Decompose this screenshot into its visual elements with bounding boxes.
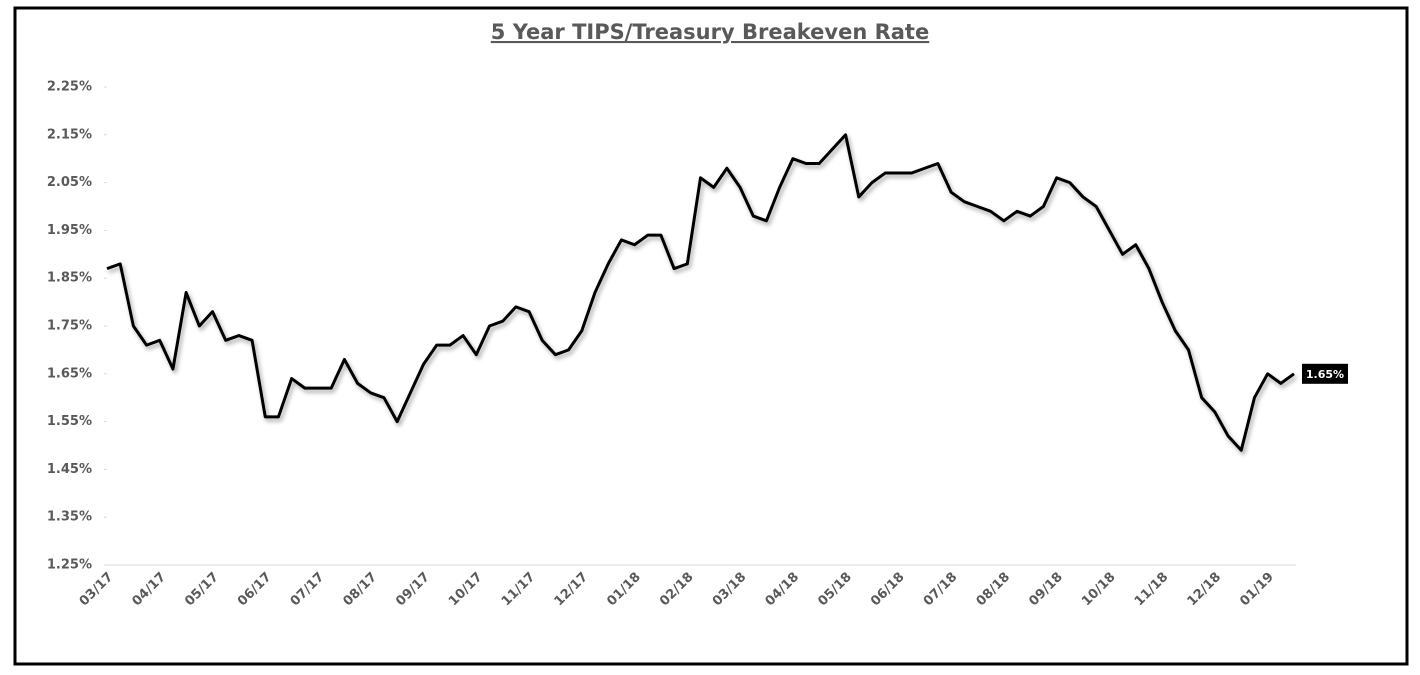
- y-tick-label: 1.55%: [47, 414, 92, 429]
- y-tick-label: 2.15%: [47, 127, 92, 142]
- y-tick-label: 1.75%: [47, 319, 92, 334]
- y-tick-label: 1.45%: [47, 462, 92, 477]
- y-tick-label: 1.95%: [47, 223, 92, 238]
- y-tick-label: 1.65%: [47, 366, 92, 381]
- frame: [13, 6, 1409, 666]
- end-label-box: [1302, 363, 1348, 384]
- y-tick-label: 2.25%: [47, 80, 92, 95]
- y-tick-label: 1.25%: [47, 558, 92, 573]
- chart-title: 5 Year TIPS/Treasury Breakeven Rate: [491, 20, 929, 44]
- y-tick-label: 2.05%: [47, 175, 92, 190]
- y-tick-label: 1.35%: [47, 510, 92, 525]
- y-tick-label: 1.85%: [47, 271, 92, 286]
- end-label: 1.65%: [1302, 363, 1348, 384]
- line: [106, 133, 1295, 452]
- end-label-text: 1.65%: [1306, 368, 1344, 381]
